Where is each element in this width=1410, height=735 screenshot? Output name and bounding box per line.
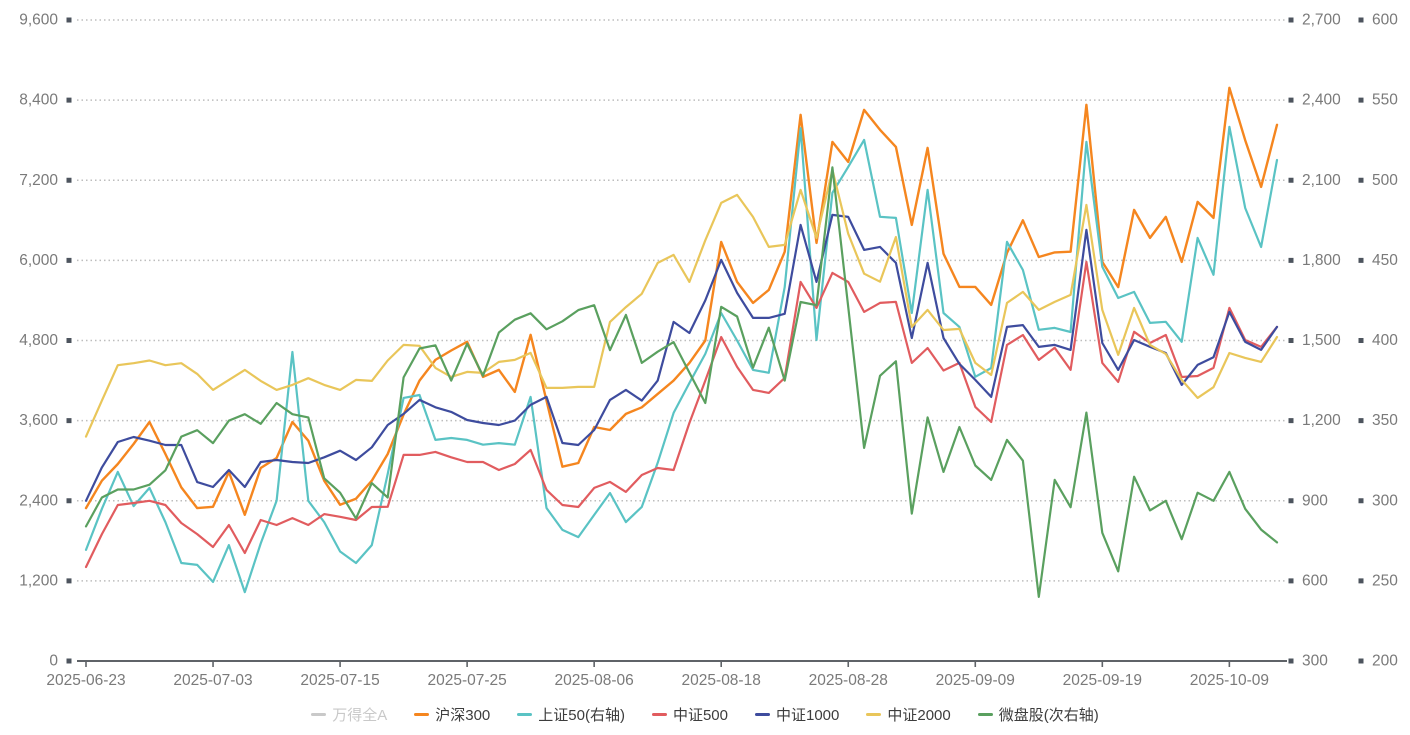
y-axis-right2-tick-square [1358, 418, 1364, 424]
series-line-hs300 [84, 86, 1279, 516]
y-axis-right1-tick-square [1288, 97, 1294, 103]
x-axis-date-label: 2025-07-03 [173, 672, 252, 689]
legend-dash-icon [977, 713, 993, 716]
y-axis-right1-tick-square [1288, 418, 1294, 424]
legend-dash-icon [866, 713, 882, 716]
y-axis-left-tick-square [66, 257, 72, 263]
y-axis-right1-label: 600 [1302, 572, 1328, 589]
y-axis-right1-tick-square [1288, 338, 1294, 343]
legend-item-zz1000[interactable]: 中证1000 [755, 704, 839, 725]
y-axis-right2-label: 550 [1372, 92, 1398, 109]
y-axis-left-tick-square [66, 177, 72, 183]
y-axis-left-label: 6,000 [19, 252, 58, 269]
y-axis-right1-tick-square [1288, 578, 1294, 584]
legend-label: 中证2000 [887, 707, 951, 724]
y-axis-right2-tick-square [1358, 658, 1364, 664]
legend-dash-icon [311, 713, 327, 716]
x-axis-date-label: 2025-10-09 [1190, 672, 1269, 689]
y-axis-right2-tick-square [1358, 17, 1364, 23]
y-axis-right1-tick-square [1288, 177, 1294, 183]
x-axis-date-label: 2025-09-19 [1063, 672, 1142, 689]
y-axis-left-label: 0 [49, 653, 58, 670]
y-axis-left-tick-square [66, 97, 72, 103]
y-axis-right2-label: 350 [1372, 412, 1398, 429]
legend-item-sz50[interactable]: 上证50(右轴) [517, 704, 625, 725]
legend-item-wind-all[interactable]: 万得全A [311, 704, 387, 725]
x-axis-date-label: 2025-07-15 [300, 672, 379, 689]
y-axis-right2-label: 250 [1372, 572, 1398, 589]
legend-dash-icon [755, 713, 770, 716]
series-line-zz1000 [84, 213, 1279, 502]
y-axis-right1-label: 1,800 [1302, 252, 1341, 269]
y-axis-right1-tick-square [1288, 498, 1294, 504]
y-axis-right1-label: 1,500 [1302, 332, 1341, 349]
legend-label: 中证1000 [776, 707, 840, 724]
legend-item-zz2000[interactable]: 中证2000 [866, 704, 951, 725]
y-axis-left-label: 2,400 [19, 492, 58, 509]
legend-label: 沪深300 [435, 707, 491, 724]
x-axis-date-label: 2025-08-28 [809, 672, 888, 689]
y-axis-left-label: 8,400 [19, 92, 58, 109]
legend-label: 微盘股(次右轴) [998, 707, 1099, 724]
y-axis-right1-label: 900 [1302, 492, 1328, 509]
y-axis-right1-tick-square [1288, 658, 1294, 664]
chart-legend: 万得全A 沪深300 上证50(右轴) 中证500 中证1000 中证2000 微盘股(次右… [0, 704, 1410, 725]
legend-dash-icon [414, 713, 430, 716]
series-line-wpg [84, 166, 1279, 599]
y-axis-right1-tick-square [1288, 17, 1294, 23]
x-axis-date-label: 2025-08-18 [682, 672, 761, 689]
y-axis-right2-label: 600 [1372, 12, 1398, 29]
legend-label: 万得全A [332, 707, 388, 724]
y-axis-right1-label: 2,700 [1302, 12, 1341, 29]
y-axis-right1-label: 2,100 [1302, 172, 1341, 189]
x-axis-date-label: 2025-06-23 [46, 672, 125, 689]
y-axis-right2-tick-square [1358, 97, 1364, 103]
series-line-zz2000 [84, 168, 1279, 438]
y-axis-left-label: 3,600 [19, 412, 58, 429]
y-axis-left-tick-square [66, 498, 72, 504]
legend-item-hs300[interactable]: 沪深300 [414, 704, 490, 725]
y-axis-right2-label: 450 [1372, 252, 1398, 269]
legend-item-zz500[interactable]: 中证500 [651, 704, 728, 725]
y-axis-left-label: 7,200 [19, 172, 58, 189]
x-axis-date-label: 2025-08-06 [555, 672, 634, 689]
y-axis-left-tick-square [66, 338, 72, 343]
y-axis-right2-tick-square [1358, 177, 1364, 183]
y-axis-right2-label: 400 [1372, 332, 1398, 349]
y-axis-left-label: 1,200 [19, 572, 58, 589]
y-axis-right2-tick-square [1358, 338, 1364, 343]
y-axis-right2-label: 300 [1372, 492, 1398, 509]
series-line-sz50 [84, 125, 1279, 594]
y-axis-right2-tick-square [1358, 498, 1364, 504]
y-axis-right1-tick-square [1288, 257, 1294, 263]
x-axis-date-label: 2025-09-09 [936, 672, 1015, 689]
y-axis-left-tick-square [66, 578, 72, 584]
y-axis-left-label: 9,600 [19, 12, 58, 29]
legend-label: 上证50(右轴) [538, 707, 625, 724]
legend-dash-icon [651, 713, 667, 716]
legend-label: 中证500 [672, 707, 728, 724]
y-axis-left-tick-square [66, 17, 72, 23]
y-axis-right2-label: 500 [1372, 172, 1398, 189]
y-axis-left-label: 4,800 [19, 332, 58, 349]
legend-dash-icon [517, 713, 533, 716]
y-axis-right1-label: 300 [1302, 653, 1328, 670]
y-axis-right1-label: 2,400 [1302, 92, 1341, 109]
y-axis-right2-tick-square [1358, 257, 1364, 263]
y-axis-right2-label: 200 [1372, 653, 1398, 670]
y-axis-left-tick-square [66, 658, 72, 664]
legend-item-wpg[interactable]: 微盘股(次右轴) [977, 704, 1099, 725]
x-axis-date-label: 2025-07-25 [427, 672, 506, 689]
y-axis-left-tick-square [66, 418, 72, 424]
series-line-zz500 [84, 260, 1279, 569]
y-axis-right1-label: 1,200 [1302, 412, 1341, 429]
y-axis-right2-tick-square [1358, 578, 1364, 584]
